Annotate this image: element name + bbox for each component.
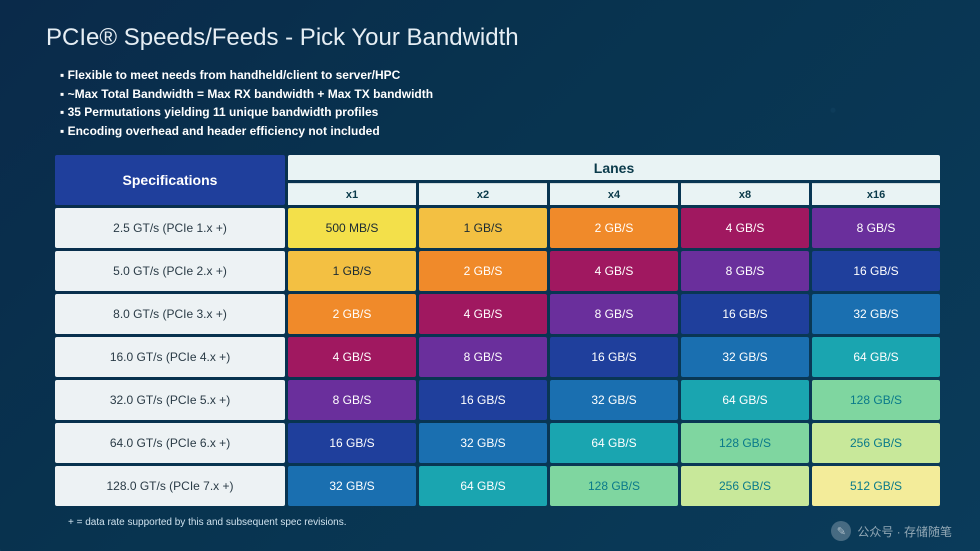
- table-row: 32.0 GT/s (PCIe 5.x +)8 GB/S16 GB/S32 GB…: [55, 380, 940, 420]
- table-row: 5.0 GT/s (PCIe 2.x +)1 GB/S2 GB/S4 GB/S8…: [55, 251, 940, 291]
- bandwidth-cell: 4 GB/S: [681, 208, 809, 248]
- wechat-icon: ✎: [831, 521, 851, 541]
- bullet-list: Flexible to meet needs from handheld/cli…: [60, 66, 938, 140]
- bandwidth-cell: 32 GB/S: [419, 423, 547, 463]
- bandwidth-cell: 256 GB/S: [681, 466, 809, 506]
- bandwidth-cell: 64 GB/S: [681, 380, 809, 420]
- bandwidth-table-wrap: Specifications Lanes x1 x2 x4 x8 x16 2.5…: [52, 152, 926, 528]
- header-lanes: Lanes: [288, 155, 940, 180]
- bandwidth-cell: 16 GB/S: [812, 251, 940, 291]
- bandwidth-cell: 128 GB/S: [812, 380, 940, 420]
- bandwidth-cell: 32 GB/S: [550, 380, 678, 420]
- bandwidth-cell: 16 GB/S: [550, 337, 678, 377]
- watermark: ✎ 公众号 · 存储随笔: [831, 521, 952, 541]
- bandwidth-cell: 1 GB/S: [419, 208, 547, 248]
- spec-cell: 32.0 GT/s (PCIe 5.x +): [55, 380, 285, 420]
- bandwidth-cell: 32 GB/S: [681, 337, 809, 377]
- footnote: + = data rate supported by this and subs…: [68, 517, 926, 528]
- bullet-item: Flexible to meet needs from handheld/cli…: [60, 66, 938, 85]
- bandwidth-cell: 500 MB/S: [288, 208, 416, 248]
- spec-cell: 64.0 GT/s (PCIe 6.x +): [55, 423, 285, 463]
- bullet-item: 35 Permutations yielding 11 unique bandw…: [60, 103, 938, 122]
- bandwidth-cell: 8 GB/S: [419, 337, 547, 377]
- bandwidth-cell: 32 GB/S: [288, 466, 416, 506]
- bandwidth-cell: 64 GB/S: [550, 423, 678, 463]
- bandwidth-cell: 8 GB/S: [681, 251, 809, 291]
- bandwidth-cell: 64 GB/S: [812, 337, 940, 377]
- bandwidth-cell: 256 GB/S: [812, 423, 940, 463]
- bandwidth-cell: 16 GB/S: [288, 423, 416, 463]
- table-row: 128.0 GT/s (PCIe 7.x +)32 GB/S64 GB/S128…: [55, 466, 940, 506]
- lane-label: x4: [550, 183, 678, 205]
- bandwidth-cell: 4 GB/S: [288, 337, 416, 377]
- bandwidth-cell: 4 GB/S: [550, 251, 678, 291]
- spec-cell: 5.0 GT/s (PCIe 2.x +): [55, 251, 285, 291]
- bullet-item: ~Max Total Bandwidth = Max RX bandwidth …: [60, 85, 938, 104]
- bandwidth-cell: 128 GB/S: [681, 423, 809, 463]
- bandwidth-cell: 128 GB/S: [550, 466, 678, 506]
- lane-label: x16: [812, 183, 940, 205]
- slide-title: PCIe® Speeds/Feeds - Pick Your Bandwidth: [46, 24, 938, 52]
- bandwidth-cell: 2 GB/S: [550, 208, 678, 248]
- spec-cell: 128.0 GT/s (PCIe 7.x +): [55, 466, 285, 506]
- spec-cell: 2.5 GT/s (PCIe 1.x +): [55, 208, 285, 248]
- bandwidth-cell: 2 GB/S: [419, 251, 547, 291]
- bandwidth-table: Specifications Lanes x1 x2 x4 x8 x16 2.5…: [52, 152, 943, 509]
- bandwidth-cell: 8 GB/S: [812, 208, 940, 248]
- bandwidth-cell: 32 GB/S: [812, 294, 940, 334]
- bandwidth-cell: 8 GB/S: [288, 380, 416, 420]
- spec-cell: 16.0 GT/s (PCIe 4.x +): [55, 337, 285, 377]
- table-row: 16.0 GT/s (PCIe 4.x +)4 GB/S8 GB/S16 GB/…: [55, 337, 940, 377]
- bandwidth-cell: 2 GB/S: [288, 294, 416, 334]
- bandwidth-cell: 512 GB/S: [812, 466, 940, 506]
- bullet-item: Encoding overhead and header efficiency …: [60, 122, 938, 141]
- table-row: 2.5 GT/s (PCIe 1.x +)500 MB/S1 GB/S2 GB/…: [55, 208, 940, 248]
- bandwidth-cell: 8 GB/S: [550, 294, 678, 334]
- table-row: 64.0 GT/s (PCIe 6.x +)16 GB/S32 GB/S64 G…: [55, 423, 940, 463]
- bandwidth-cell: 1 GB/S: [288, 251, 416, 291]
- watermark-text: 公众号 · 存储随笔: [857, 523, 952, 540]
- lane-label: x1: [288, 183, 416, 205]
- table-row: 8.0 GT/s (PCIe 3.x +)2 GB/S4 GB/S8 GB/S1…: [55, 294, 940, 334]
- bandwidth-cell: 16 GB/S: [419, 380, 547, 420]
- header-specifications: Specifications: [55, 155, 285, 205]
- spec-cell: 8.0 GT/s (PCIe 3.x +): [55, 294, 285, 334]
- lane-label: x8: [681, 183, 809, 205]
- bandwidth-cell: 64 GB/S: [419, 466, 547, 506]
- bandwidth-cell: 16 GB/S: [681, 294, 809, 334]
- lane-label: x2: [419, 183, 547, 205]
- slide: PCIe® Speeds/Feeds - Pick Your Bandwidth…: [0, 0, 980, 551]
- bandwidth-cell: 4 GB/S: [419, 294, 547, 334]
